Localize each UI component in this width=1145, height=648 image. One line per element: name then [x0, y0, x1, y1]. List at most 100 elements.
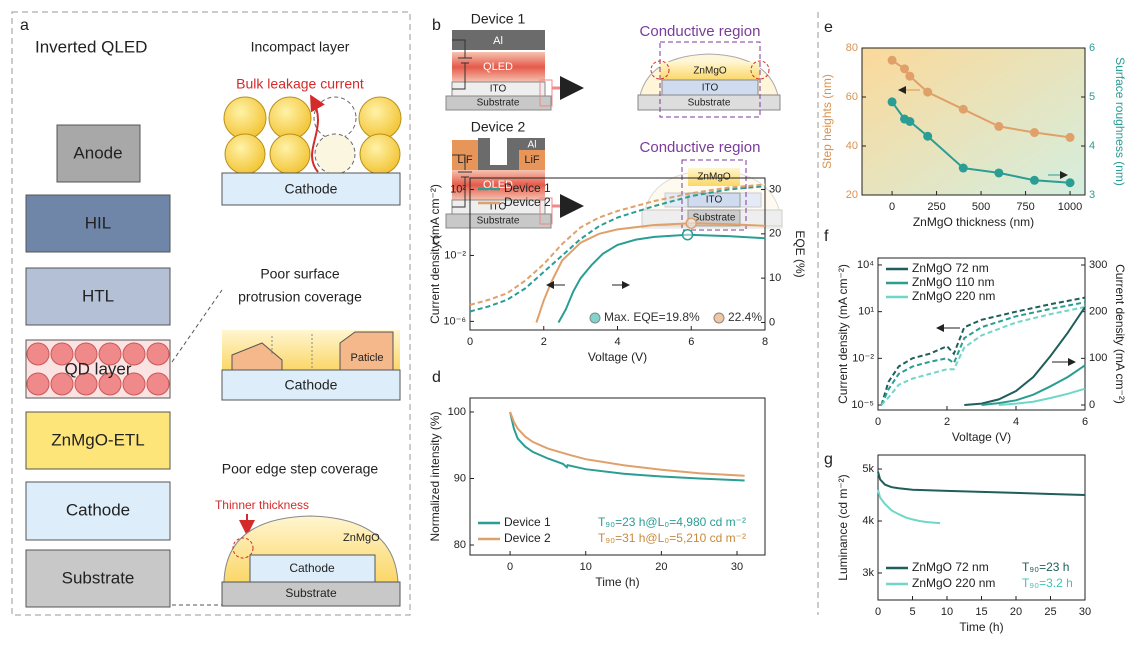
defect-title: Incompact layer: [251, 39, 350, 55]
layer-label: ITO: [490, 84, 507, 95]
x-axis-label: Voltage (V): [952, 430, 1011, 444]
layer: [519, 138, 545, 150]
layer: [452, 170, 545, 200]
x-tick-label: 1000: [1058, 201, 1082, 213]
legend-label: Device 2: [504, 531, 551, 545]
plot-background: [862, 48, 1085, 195]
region-box: [659, 41, 761, 118]
layer-label: ZnMgO: [693, 66, 727, 77]
layer: [452, 30, 545, 50]
y-tick-label: 20: [846, 189, 858, 201]
series-marker: [900, 64, 910, 74]
layer: [637, 94, 781, 111]
series-marker: [923, 131, 933, 141]
y2-tick-label: 20: [769, 228, 781, 240]
defect-note: Thinner thickness: [215, 498, 309, 512]
y-tick-label: 5k: [862, 463, 874, 475]
x-tick-label: 5: [909, 606, 915, 618]
x-tick-label: 500: [972, 201, 990, 213]
layer: [25, 549, 171, 608]
annotation-marker: [713, 312, 725, 324]
annotation: T₉₀=3.2 h: [1022, 576, 1073, 590]
layer-label: Substrate: [693, 213, 736, 224]
layer: [660, 62, 760, 80]
layer-label: Al: [528, 140, 537, 151]
x-tick-label: 250: [927, 201, 945, 213]
y-tick-label: 80: [454, 539, 466, 551]
legend-label: ZnMgO 220 nm: [912, 576, 995, 590]
layer: [452, 52, 545, 82]
layer-label: Substrate: [688, 98, 731, 109]
y-tick-label: 3k: [862, 567, 874, 579]
y-tick-label: 10⁻²: [852, 352, 874, 364]
electrode-label: Cathode: [289, 561, 335, 575]
circuit: [452, 39, 472, 90]
x-tick-label: 2: [541, 336, 547, 348]
layer: [687, 192, 741, 208]
base-label: Cathode: [285, 377, 338, 393]
region-title: Conductive region: [640, 23, 761, 40]
layer-label: ITO: [702, 83, 719, 94]
chart: c 0 2 4 6 8 10⁻⁶ 10⁻² 10² 0 10 20 30 Voltage (V) Curre…: [428, 177, 807, 364]
y-tick-label: 40: [846, 140, 858, 152]
defect-title: Poor surface: [260, 266, 340, 282]
y2-tick-label: 4: [1089, 140, 1095, 152]
layer-label: Cathode: [66, 500, 130, 519]
y2-tick-label: 0: [1089, 399, 1095, 411]
substrate: [221, 581, 401, 607]
x-tick-label: 8: [762, 336, 768, 348]
legend-label: Device 1: [504, 181, 551, 195]
series-line: [880, 306, 1086, 406]
plot-frame: [861, 47, 1086, 196]
panel-b: b Device 1 Al QLED ITO Substrate Conduct…: [432, 11, 783, 231]
layer-label: Substrate: [477, 98, 520, 109]
layer: [56, 124, 141, 183]
legend-label: ZnMgO 220 nm: [912, 289, 995, 303]
series-marker: [905, 117, 915, 126]
series-line: [877, 471, 1086, 496]
series-marker: [1029, 128, 1039, 138]
layer: [25, 339, 171, 399]
defect-note: Bulk leakage current: [236, 76, 364, 92]
y-tick-label: 60: [846, 91, 858, 103]
region-title: Conductive region: [640, 139, 761, 156]
series-line: [509, 411, 745, 482]
x-tick-label: 6: [1082, 416, 1088, 428]
panel-letter: c: [432, 231, 440, 248]
y2-tick-label: 5: [1089, 91, 1095, 103]
quantum-dots: [26, 342, 170, 396]
panel-title: Inverted QLED: [35, 37, 147, 56]
layer-label: Anode: [73, 143, 122, 162]
cathode: [221, 172, 401, 206]
x-tick-label: 15: [975, 606, 987, 618]
annotation: T₉₀=23 h: [1022, 560, 1069, 574]
panel-letter: d: [432, 369, 441, 386]
defect-title: protrusion coverage: [238, 289, 362, 305]
zoom-line: [171, 289, 223, 363]
x-tick-label: 0: [875, 606, 881, 618]
panel-letter: b: [432, 17, 441, 34]
x-tick-label: 20: [1010, 606, 1022, 618]
x-tick-label: 30: [1079, 606, 1091, 618]
annotation: 22.4%: [728, 310, 762, 324]
series-line: [880, 301, 1086, 406]
x-axis-label: Voltage (V): [588, 350, 647, 364]
y2-tick-label: 30: [769, 183, 781, 195]
x-tick-label: 20: [655, 561, 667, 573]
y-axis-label: Luminance (cd m⁻²): [836, 474, 850, 580]
y2-tick-label: 300: [1089, 259, 1107, 271]
x-tick-label: 10: [580, 561, 592, 573]
layer-label: Substrate: [62, 568, 135, 587]
layer: [445, 213, 552, 229]
series-line: [509, 411, 745, 477]
circuit: [452, 154, 472, 208]
chart: f 0 2 4 6 10⁻⁵ 10⁻² 10¹ 10⁴ 0 100 200 300 Voltage (V)…: [824, 228, 1127, 444]
layer: [25, 267, 171, 326]
series-marker: [958, 104, 968, 114]
x-tick-label: 25: [1044, 606, 1056, 618]
x-tick-label: 0: [875, 416, 881, 428]
layer-label: ITO: [706, 195, 723, 206]
chart: d 0 10 20 30 80 90 100 Time (h) Normalized intens…: [428, 369, 766, 589]
